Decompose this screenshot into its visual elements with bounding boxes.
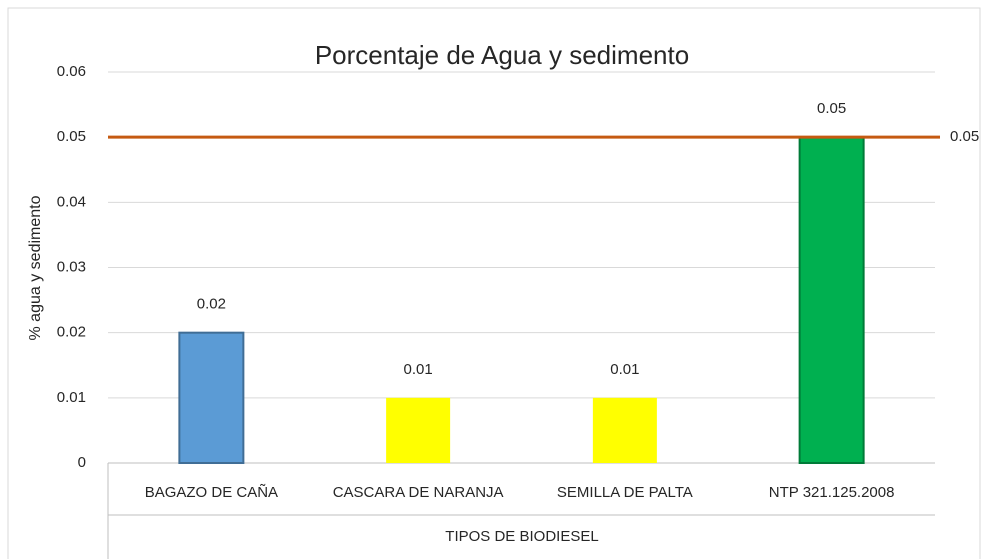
data-label: 0.05 bbox=[817, 100, 846, 117]
reference-label: 0.05 bbox=[950, 128, 979, 145]
x-axis-label: TIPOS DE BIODIESEL bbox=[445, 528, 598, 545]
bar bbox=[798, 136, 865, 465]
x-tick-label: SEMILLA DE PALTA bbox=[557, 484, 693, 501]
y-tick-label: 0.06 bbox=[57, 63, 86, 80]
y-tick-label: 0.03 bbox=[57, 258, 86, 275]
y-tick-label: 0.04 bbox=[57, 193, 86, 210]
data-label: 0.02 bbox=[197, 296, 226, 313]
y-tick-label: 0.02 bbox=[57, 324, 86, 341]
bar bbox=[592, 397, 657, 463]
y-axis-label: % agua y sedimento bbox=[27, 195, 44, 340]
x-tick-label: NTP 321.125.2008 bbox=[769, 484, 895, 501]
chart-title: Porcentaje de Agua y sedimento bbox=[315, 40, 689, 70]
y-tick-label: 0.05 bbox=[57, 128, 86, 145]
x-tick-label: BAGAZO DE CAÑA bbox=[145, 484, 278, 501]
bar bbox=[386, 397, 451, 463]
bar bbox=[178, 331, 245, 464]
y-tick-label: 0 bbox=[78, 454, 86, 471]
x-tick-label: CASCARA DE NARANJA bbox=[333, 484, 504, 501]
data-label: 0.01 bbox=[610, 361, 639, 378]
y-tick-label: 0.01 bbox=[57, 389, 86, 406]
data-label: 0.01 bbox=[404, 361, 433, 378]
